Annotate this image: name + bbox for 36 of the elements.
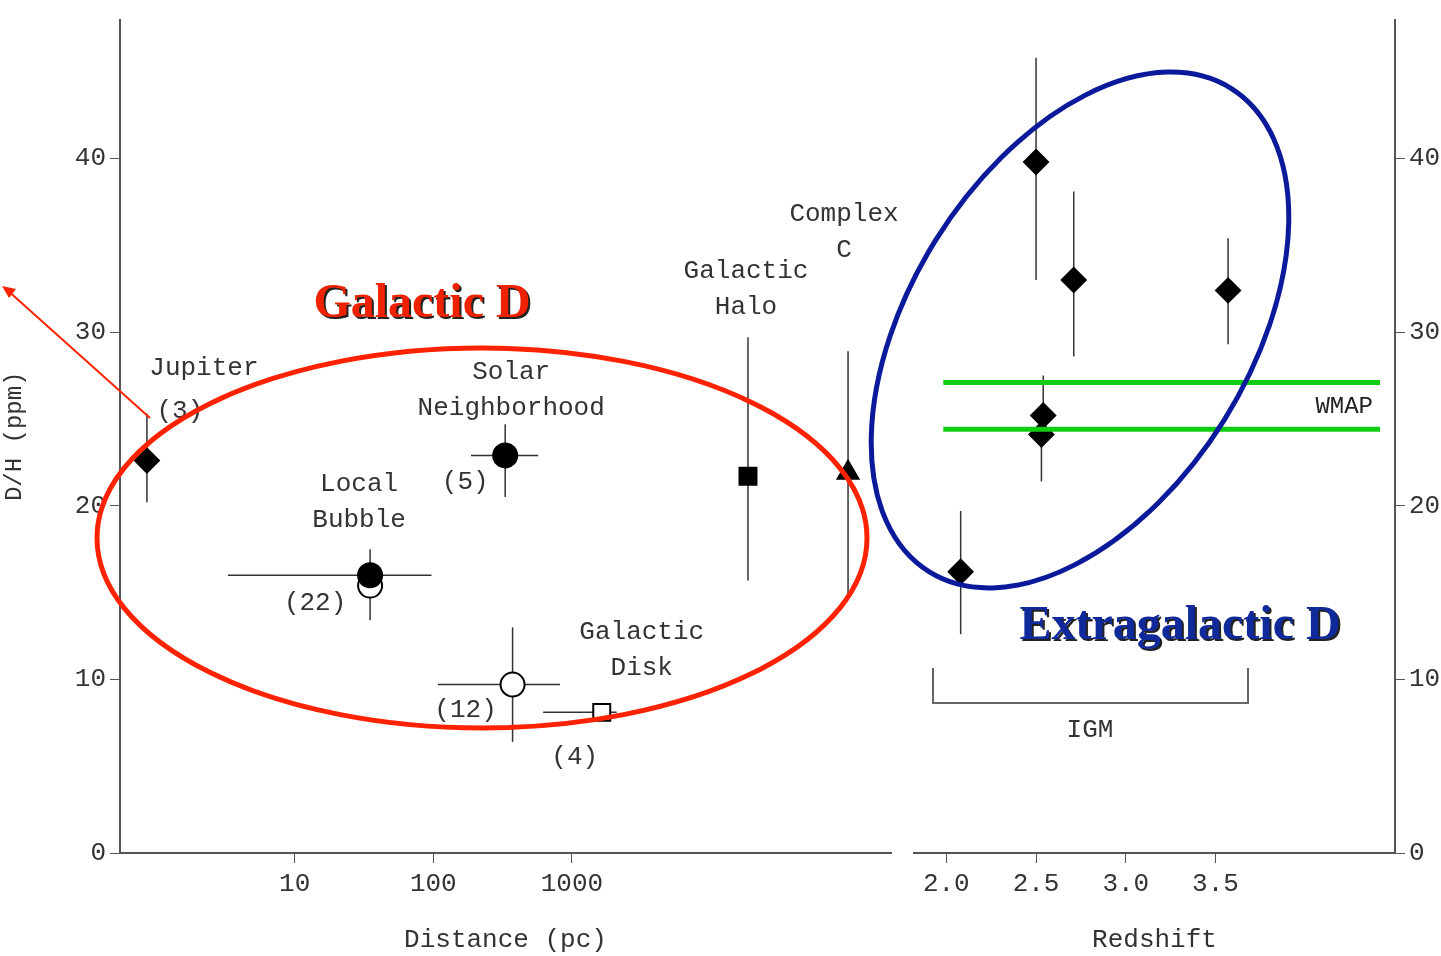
y-axis-title: D/H (ppm) — [0, 371, 28, 502]
x-tick-label: 3.5 — [1192, 869, 1239, 900]
annotation: (5) — [441, 467, 489, 498]
annotation: Solar Neighborhood — [417, 357, 605, 424]
point — [1023, 148, 1050, 175]
x-axis-title: Redshift — [1092, 925, 1217, 956]
y-tick-label: 40 — [1409, 143, 1441, 174]
x-tick-label: 1000 — [540, 869, 604, 900]
annotation: Jupiter — [149, 353, 259, 384]
y-tick-label: 30 — [74, 317, 106, 348]
annotation: Galactic Disk — [579, 617, 705, 684]
point — [947, 558, 974, 585]
annotation: (12) — [434, 695, 497, 726]
annotation: IGM — [1066, 714, 1114, 745]
y-tick-label: 10 — [74, 664, 106, 695]
y-tick-label: 0 — [1409, 837, 1425, 868]
ref-line-label: WMAP — [1315, 392, 1373, 420]
y-tick-label: 40 — [74, 143, 106, 174]
y-tick-label: 30 — [1409, 317, 1441, 348]
x-tick-label: 100 — [409, 869, 457, 900]
y-tick-label: 0 — [90, 837, 106, 868]
x-tick-label: 2.0 — [922, 869, 970, 900]
annotation: Extragalactic D — [1019, 596, 1341, 650]
x-tick-label: 2.5 — [1012, 869, 1060, 900]
annotation: (4) — [551, 742, 599, 773]
annotation: (22) — [283, 588, 347, 619]
annotation: Local Bubble — [312, 469, 406, 536]
y-tick-label: 10 — [1409, 664, 1441, 695]
point — [1215, 277, 1242, 304]
x-tick-label: 10 — [279, 869, 311, 900]
point — [1030, 402, 1057, 429]
x-tick-label: 3.0 — [1102, 869, 1150, 900]
point — [1060, 267, 1087, 294]
x-axis-title: Distance (pc) — [404, 925, 607, 956]
annotation: Galactic D — [315, 276, 533, 330]
y-tick-label: 20 — [1409, 490, 1441, 521]
